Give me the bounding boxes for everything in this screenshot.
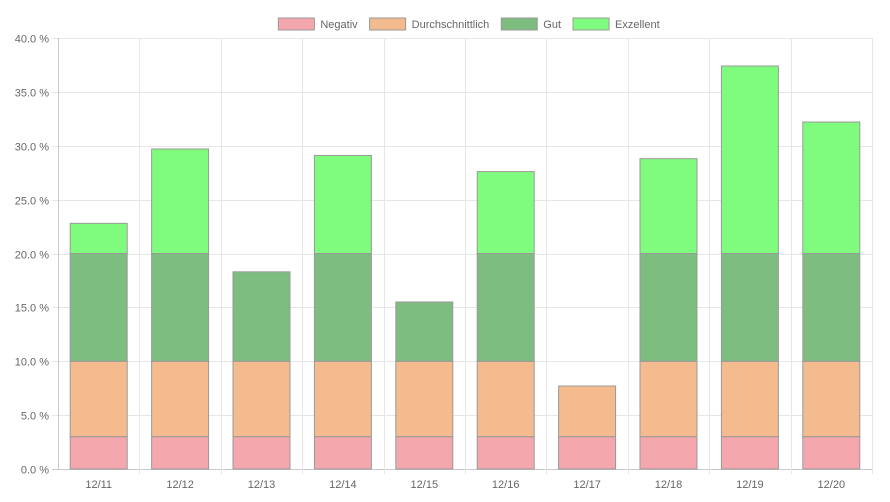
bar-segment-negativ[interactable]	[69, 436, 128, 470]
bar-segment-negativ[interactable]	[558, 436, 617, 470]
y-tick-label: 25.0 %	[15, 196, 49, 208]
x-tick-label: 12/15	[411, 479, 439, 491]
y-tick-label: 0.0 %	[21, 465, 49, 477]
bar-segment-gut[interactable]	[395, 301, 454, 362]
bar-segment-gut[interactable]	[313, 253, 372, 362]
y-tick-label: 40.0 %	[15, 34, 49, 46]
bar-segment-negativ[interactable]	[720, 436, 779, 470]
legend-label: Durchschnittlich	[412, 19, 490, 31]
bar-segment-durchschnittlich[interactable]	[802, 360, 861, 438]
bar-segment-negativ[interactable]	[639, 436, 698, 470]
bar-segment-durchschnittlich[interactable]	[395, 360, 454, 438]
bar-segment-durchschnittlich[interactable]	[720, 360, 779, 438]
bars	[69, 65, 861, 470]
y-tick-label: 30.0 %	[15, 142, 49, 154]
bar-segment-durchschnittlich[interactable]	[151, 360, 210, 438]
bar-segment-exzellent[interactable]	[476, 171, 535, 254]
legend-label: Gut	[543, 19, 561, 31]
x-tick-label: 12/17	[573, 479, 601, 491]
x-tick-label: 12/13	[248, 479, 276, 491]
bar-segment-gut[interactable]	[476, 253, 535, 362]
x-tick-label: 12/12	[166, 479, 194, 491]
y-tick-label: 5.0 %	[21, 411, 49, 423]
y-tick-label: 10.0 %	[15, 357, 49, 369]
x-tick-label: 12/18	[655, 479, 683, 491]
axes: 0.0 % 5.0 % 10.0 % 15.0 % 20.0 % 25.0 % 30.0 %…	[15, 34, 845, 492]
bar-segment-durchschnittlich[interactable]	[313, 360, 372, 438]
bar-segment-exzellent[interactable]	[720, 65, 779, 254]
bar-segment-negativ[interactable]	[802, 436, 861, 470]
x-tick-label: 12/14	[329, 479, 357, 491]
bar-segment-gut[interactable]	[69, 253, 128, 362]
legend-item-negativ[interactable]: Negativ	[277, 17, 358, 31]
legend-item-durchschnittlich[interactable]: Durchschnittlich	[369, 17, 490, 31]
legend-item-gut[interactable]: Gut	[500, 17, 561, 31]
bar-segment-durchschnittlich[interactable]	[232, 360, 291, 438]
y-tick-label: 15.0 %	[15, 303, 49, 315]
bar-segment-exzellent[interactable]	[69, 222, 128, 255]
legend-swatch	[369, 17, 407, 31]
bar-segment-gut[interactable]	[151, 253, 210, 362]
bar-segment-gut[interactable]	[232, 271, 291, 362]
bar-segment-durchschnittlich[interactable]	[558, 385, 617, 438]
legend-swatch	[277, 17, 315, 31]
bar-segment-gut[interactable]	[639, 253, 698, 362]
bar-segment-negativ[interactable]	[476, 436, 535, 470]
legend-swatch	[500, 17, 538, 31]
bar-segment-durchschnittlich[interactable]	[476, 360, 535, 438]
bar-segment-exzellent[interactable]	[313, 154, 372, 254]
bar-segment-durchschnittlich[interactable]	[639, 360, 698, 438]
legend-item-exzellent[interactable]: Exzellent	[572, 17, 660, 31]
bar-segment-gut[interactable]	[720, 253, 779, 362]
bar-segment-exzellent[interactable]	[639, 158, 698, 254]
x-tick-label: 12/16	[492, 479, 520, 491]
x-tick-label: 12/11	[85, 479, 112, 491]
x-tick-label: 12/20	[818, 479, 846, 491]
bar-segment-negativ[interactable]	[232, 436, 291, 470]
bar-segment-gut[interactable]	[802, 253, 861, 362]
legend: Negativ Durchschnittlich Gut Exzellent	[277, 17, 660, 31]
x-tick-label: 12/19	[736, 479, 764, 491]
legend-label: Exzellent	[615, 19, 660, 31]
bar-segment-negativ[interactable]	[395, 436, 454, 470]
bar-segment-exzellent[interactable]	[151, 148, 210, 254]
bar-segment-negativ[interactable]	[313, 436, 372, 470]
y-tick-label: 35.0 %	[15, 88, 49, 100]
bar-segment-negativ[interactable]	[151, 436, 210, 470]
bar-segment-durchschnittlich[interactable]	[69, 360, 128, 438]
bar-segment-exzellent[interactable]	[802, 121, 861, 254]
legend-label: Negativ	[320, 19, 358, 31]
y-tick-label: 20.0 %	[15, 250, 49, 262]
legend-swatch	[572, 17, 610, 31]
